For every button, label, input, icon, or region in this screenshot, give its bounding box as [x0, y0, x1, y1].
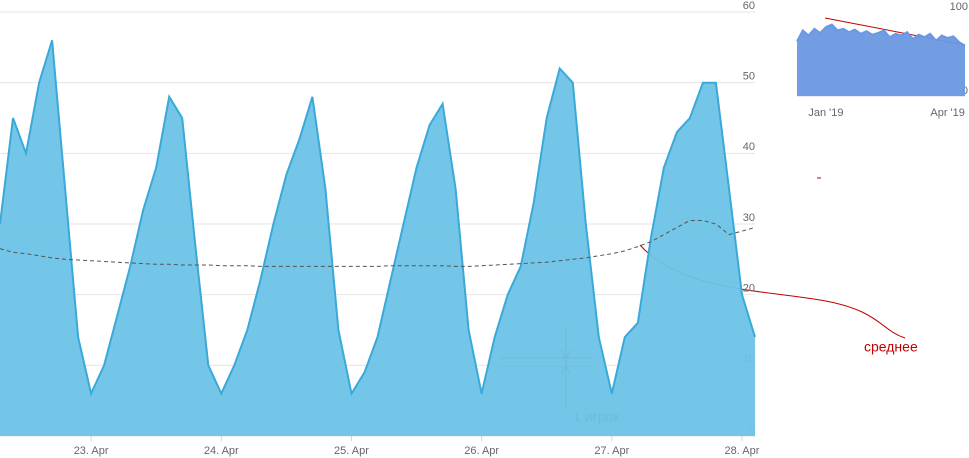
y-tick-label: 40 [743, 141, 755, 153]
y-tick-label: 30 [743, 212, 755, 224]
x-tick-label: 24. Apr [204, 445, 239, 457]
y-tick-label: 100 [950, 1, 968, 13]
x-tick-label: 26. Apr [464, 445, 499, 457]
x-tick-label: Apr '19 [930, 107, 965, 119]
x-tick-label: 23. Apr [74, 445, 109, 457]
y-tick-label: 60 [743, 0, 755, 12]
x-tick-label: 25. Apr [334, 445, 369, 457]
area [797, 24, 965, 97]
area-line [0, 40, 756, 397]
average-line [0, 220, 756, 267]
y-tick-label: 20 [743, 283, 755, 295]
y-tick-label: 50 [743, 71, 755, 83]
area [0, 40, 755, 437]
x-tick-label: 28. Apr [725, 445, 760, 457]
annotation-label: среднее [864, 339, 918, 355]
x-tick-label: 27. Apr [594, 445, 629, 457]
x-tick-label: Jan '19 [808, 107, 843, 119]
area-line [796, 23, 966, 47]
